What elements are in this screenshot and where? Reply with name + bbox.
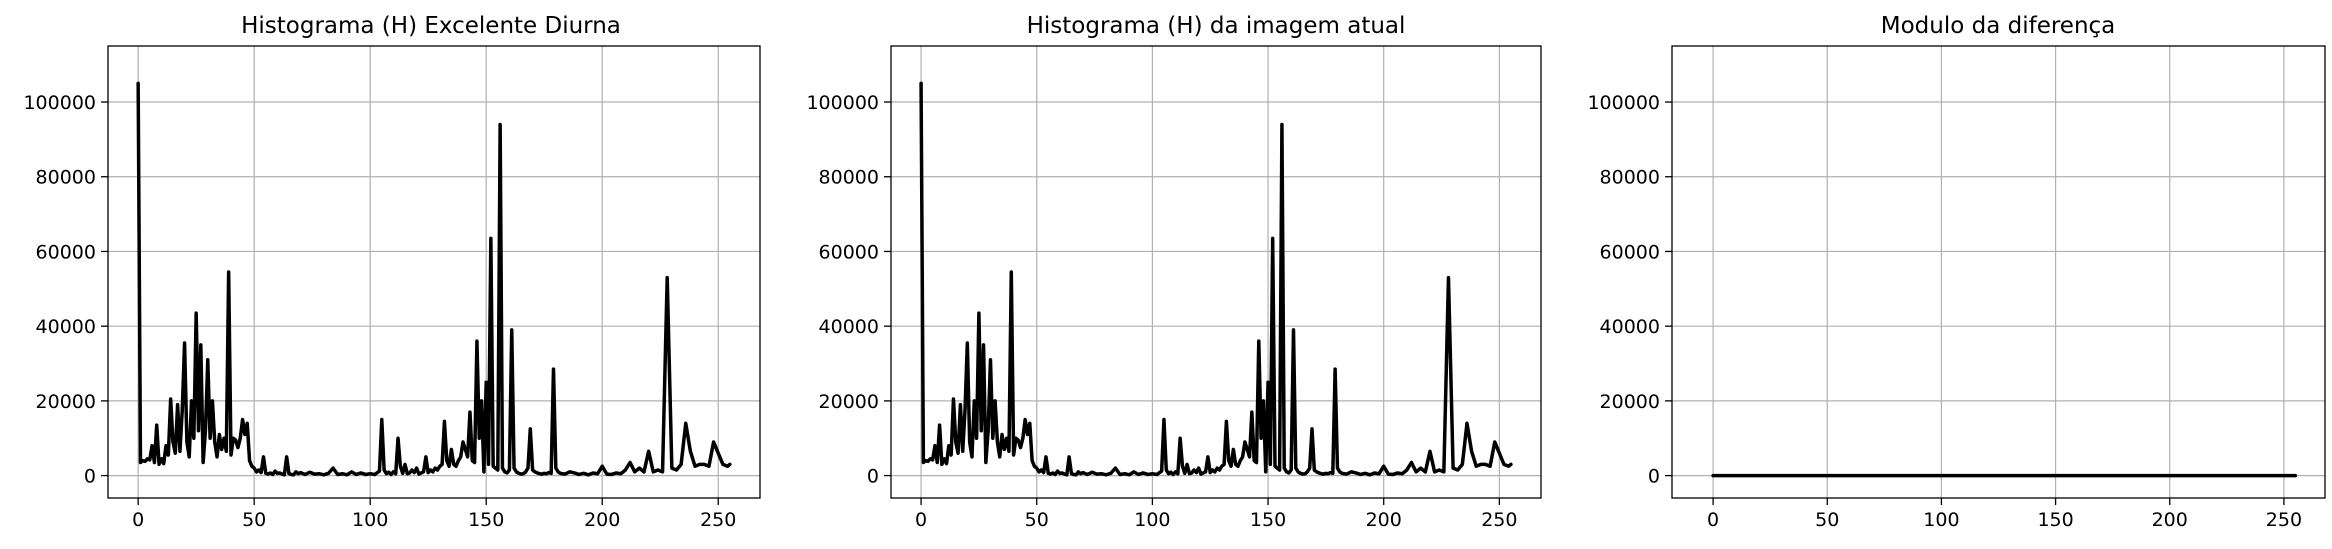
chart-2-y-tick-label-5: 100000 (806, 92, 879, 114)
chart-2-series-0-line (919, 81, 1513, 477)
chart-3-x-tick-label-2: 100 (1923, 509, 1959, 531)
chart-2-y-tick-label-4: 80000 (819, 167, 879, 189)
chart-2-title: Histograma (H) da imagem atual (1027, 13, 1406, 39)
chart-3-y-tick-label-3: 60000 (1600, 241, 1660, 263)
chart-2-y-tick-label-0: 0 (867, 466, 879, 488)
chart-1-y-axis: 0 20000 40000 60000 80000 100000 (23, 92, 108, 488)
chart-3-y-tick-label-1: 20000 (1600, 391, 1660, 413)
chart-1-x-tick-label-1: 50 (242, 509, 266, 531)
chart-3-x-tick-label-3: 150 (2037, 509, 2073, 531)
chart-2-x-axis: 0 50 100 150 200 250 (915, 498, 1517, 531)
chart-3-title: Modulo da diferença (1881, 13, 2116, 39)
chart-2-x-tick-label-4: 200 (1366, 509, 1402, 531)
chart-3-y-tick-label-5: 100000 (1587, 92, 1660, 114)
chart-2: Histograma (H) da imagem atual 0 50 100 150… (806, 13, 1542, 531)
chart-3-x-axis: 0 50 100 150 200 250 (1707, 498, 2302, 531)
chart-1-y-tick-label-0: 0 (84, 466, 96, 488)
chart-2-grid (891, 46, 1541, 498)
chart-1-x-tick-label-2: 100 (352, 509, 388, 531)
chart-1-x-tick-label-4: 200 (584, 509, 620, 531)
chart-3: Modulo da diferença 0 50 100 150 200 250 0 200… (1587, 13, 2326, 531)
chart-3-y-tick-label-2: 40000 (1600, 316, 1660, 338)
chart-3-plot-frame (1671, 45, 2326, 499)
chart-2-y-tick-label-2: 40000 (819, 316, 879, 338)
chart-3-y-tick-label-0: 0 (1648, 466, 1660, 488)
chart-1-series (136, 81, 732, 477)
chart-1-x-axis: 0 50 100 150 200 250 (132, 498, 736, 531)
chart-2-y-axis: 0 20000 40000 60000 80000 100000 (806, 92, 891, 488)
chart-3-x-tick-label-0: 0 (1707, 509, 1719, 531)
chart-3-x-tick-label-1: 50 (1815, 509, 1839, 531)
chart-1-y-tick-label-2: 40000 (36, 316, 96, 338)
chart-3-y-axis: 0 20000 40000 60000 80000 100000 (1587, 92, 1672, 488)
chart-3-x-tick-label-4: 200 (2152, 509, 2188, 531)
chart-2-x-tick-label-1: 50 (1025, 509, 1049, 531)
chart-3-y-tick-label-4: 80000 (1600, 167, 1660, 189)
chart-1-x-tick-label-0: 0 (132, 509, 144, 531)
chart-1-y-tick-label-5: 100000 (23, 92, 96, 114)
chart-2-x-tick-label-3: 150 (1250, 509, 1286, 531)
chart-2-x-tick-label-2: 100 (1134, 509, 1170, 531)
chart-2-y-tick-label-1: 20000 (819, 391, 879, 413)
chart-2-plot-frame (890, 45, 1542, 499)
chart-2-y-tick-label-3: 60000 (819, 241, 879, 263)
chart-1-y-tick-label-4: 80000 (36, 167, 96, 189)
chart-2-x-tick-label-0: 0 (915, 509, 927, 531)
chart-1: Histograma (H) Excelente Diurna 0 50 100 15… (23, 13, 761, 531)
chart-1-y-tick-label-1: 20000 (36, 391, 96, 413)
chart-1-series-0-line (136, 81, 732, 477)
chart-1-x-tick-label-5: 250 (700, 509, 736, 531)
chart-1-y-tick-label-3: 60000 (36, 241, 96, 263)
chart-1-x-tick-label-3: 150 (468, 509, 504, 531)
chart-1-title: Histograma (H) Excelente Diurna (241, 13, 621, 39)
chart-2-series (919, 81, 1513, 477)
chart-3-x-tick-label-5: 250 (2266, 509, 2302, 531)
chart-1-plot-frame (107, 45, 761, 499)
chart-1-grid (108, 46, 760, 498)
chart-2-x-tick-label-5: 250 (1481, 509, 1517, 531)
